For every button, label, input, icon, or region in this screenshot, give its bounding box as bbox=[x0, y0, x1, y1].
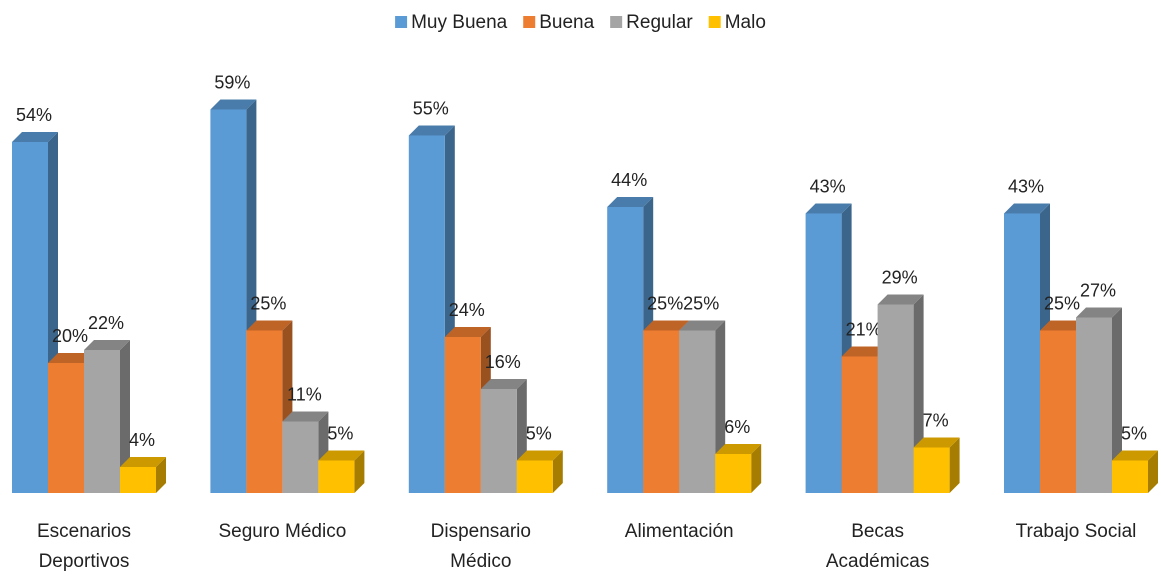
bar-top bbox=[84, 340, 130, 350]
bar bbox=[1004, 213, 1040, 493]
data-label: 44% bbox=[611, 170, 647, 190]
bar bbox=[1040, 330, 1076, 493]
bar-side bbox=[354, 450, 365, 493]
bar bbox=[12, 142, 48, 493]
bar-top bbox=[12, 132, 58, 142]
data-label: 25% bbox=[647, 293, 683, 313]
bar bbox=[408, 135, 445, 493]
bar bbox=[318, 460, 355, 493]
legend-swatch bbox=[395, 16, 408, 28]
legend-swatch bbox=[708, 16, 721, 28]
bar bbox=[84, 350, 120, 493]
bar-top bbox=[318, 450, 365, 461]
x-tick-label: Alimentación bbox=[624, 521, 734, 542]
bar-side bbox=[1112, 307, 1122, 493]
bar bbox=[841, 356, 878, 493]
bar-top bbox=[1004, 203, 1050, 214]
data-label: 25% bbox=[683, 293, 719, 313]
bar-top bbox=[408, 125, 455, 136]
data-label: 22% bbox=[88, 313, 124, 333]
bar-top bbox=[679, 320, 726, 331]
bar-top bbox=[1040, 320, 1086, 331]
bar-top bbox=[480, 379, 527, 389]
bar-top bbox=[913, 437, 960, 448]
bar-top bbox=[841, 346, 888, 357]
x-tick-label: Escenarios Deportivos bbox=[37, 521, 131, 572]
bar bbox=[877, 304, 914, 493]
data-label: 54% bbox=[16, 105, 52, 125]
bar-top bbox=[1112, 450, 1158, 461]
data-label: 59% bbox=[214, 72, 250, 92]
data-label: 21% bbox=[846, 319, 882, 339]
legend-label: Malo bbox=[725, 12, 766, 33]
data-label: 7% bbox=[923, 410, 949, 430]
bar-top bbox=[715, 444, 762, 454]
bar-top bbox=[607, 197, 654, 207]
data-label: 25% bbox=[250, 293, 286, 313]
x-tick-label: Trabajo Social bbox=[1015, 521, 1137, 542]
bar-side bbox=[552, 450, 563, 493]
data-label: 25% bbox=[1044, 293, 1080, 313]
data-label: 5% bbox=[327, 423, 353, 443]
bar bbox=[715, 454, 752, 493]
bar-side bbox=[949, 437, 960, 493]
bar bbox=[444, 337, 481, 493]
bar-top bbox=[877, 294, 924, 305]
data-label: 20% bbox=[52, 326, 88, 346]
data-label: 43% bbox=[1008, 176, 1044, 196]
data-label: 16% bbox=[485, 352, 521, 372]
data-label: 4% bbox=[129, 430, 155, 450]
legend-label: Buena bbox=[539, 12, 594, 33]
bar bbox=[48, 363, 84, 493]
bar bbox=[805, 213, 842, 493]
bar-side bbox=[120, 340, 130, 493]
bar-top bbox=[444, 327, 491, 337]
bar-top bbox=[805, 203, 852, 214]
bar bbox=[516, 460, 553, 493]
data-label: 43% bbox=[810, 176, 846, 196]
legend-swatch bbox=[523, 16, 536, 28]
bar bbox=[246, 330, 283, 493]
bar-top bbox=[246, 320, 293, 331]
data-label: 6% bbox=[724, 417, 750, 437]
data-label: 55% bbox=[413, 98, 449, 118]
bar-side bbox=[1148, 450, 1158, 493]
legend-label: Muy Buena bbox=[411, 12, 508, 33]
bar bbox=[679, 330, 716, 493]
bar bbox=[643, 330, 680, 493]
data-label: 24% bbox=[449, 300, 485, 320]
bar bbox=[1076, 317, 1112, 493]
data-label: 5% bbox=[1121, 423, 1147, 443]
bar bbox=[210, 109, 247, 493]
bar bbox=[1112, 460, 1148, 493]
legend-swatch bbox=[610, 16, 623, 28]
bar-side bbox=[751, 444, 762, 493]
bar bbox=[480, 389, 517, 493]
bar bbox=[120, 467, 156, 493]
data-label: 29% bbox=[882, 267, 918, 287]
bar-top bbox=[210, 99, 257, 110]
x-tick-label: Becas Académicas bbox=[825, 521, 930, 572]
data-label: 27% bbox=[1080, 280, 1116, 300]
data-label: 5% bbox=[526, 423, 552, 443]
bar bbox=[913, 447, 950, 493]
bar-top bbox=[282, 411, 329, 422]
bar-side bbox=[156, 457, 166, 493]
data-label: 11% bbox=[287, 384, 322, 404]
bar-top bbox=[643, 320, 690, 331]
bar-top bbox=[48, 353, 94, 363]
bar bbox=[282, 421, 319, 493]
bar-top bbox=[1076, 307, 1122, 318]
legend-label: Regular bbox=[626, 12, 693, 33]
bar-top bbox=[120, 457, 166, 467]
bar-top bbox=[516, 450, 563, 461]
x-tick-label: Seguro Médico bbox=[218, 521, 347, 542]
bar bbox=[607, 207, 644, 493]
x-tick-label: Dispensario Médico bbox=[430, 521, 531, 572]
